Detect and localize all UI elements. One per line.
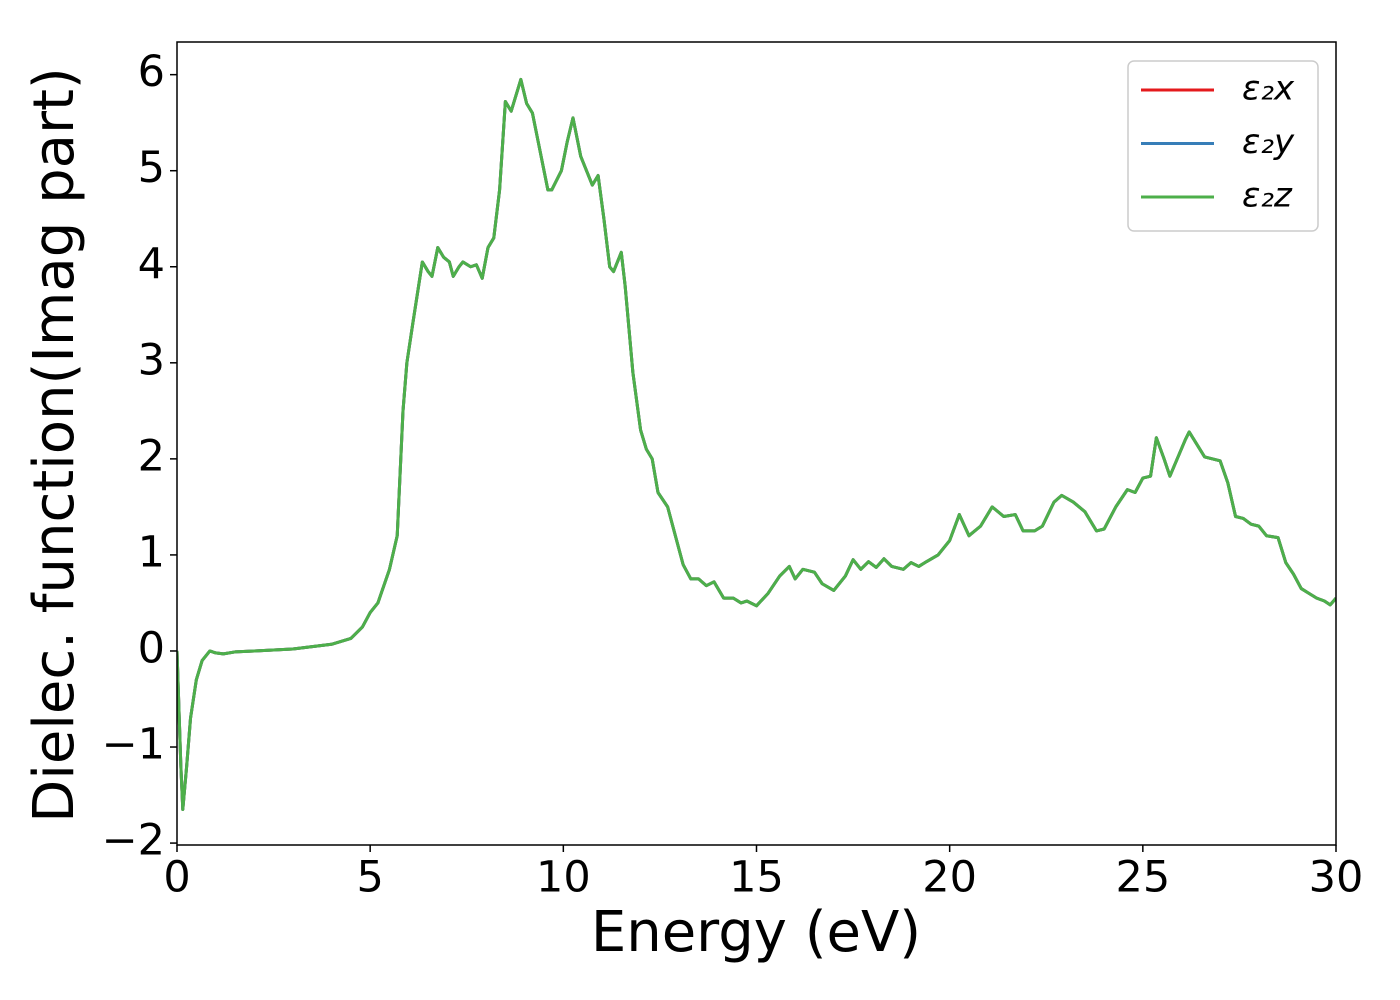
y-tick-label: 5 [138,143,165,193]
legend-box [1127,60,1319,232]
legend-label: ε₂x [1242,69,1295,109]
y-tick-label: −2 [102,816,165,866]
y-tick-label: 0 [138,623,165,673]
legend-label: ε₂z [1242,176,1293,216]
y-tick-label: 3 [138,335,165,385]
y-tick-label: 6 [138,47,165,97]
x-tick-label: 25 [1115,853,1170,903]
plot-frame [176,41,1337,846]
x-tick-label: 15 [729,853,784,903]
y-tick-label: 4 [138,239,165,289]
x-tick-label: 30 [1309,853,1364,903]
series-line [177,77,1336,811]
x-tick-label: 10 [536,853,591,903]
y-tick-label: 2 [138,431,165,481]
x-axis-label: Energy (eV) [591,900,921,965]
y-tick-label: 1 [138,527,165,577]
x-tick-label: 5 [356,853,383,903]
y-axis-label: Dielec. function(Imag part) [22,67,87,823]
y-tick-label: −1 [102,720,165,770]
legend-label: ε₂y [1242,122,1295,162]
x-tick-label: 0 [163,853,190,903]
x-tick-label: 20 [922,853,977,903]
